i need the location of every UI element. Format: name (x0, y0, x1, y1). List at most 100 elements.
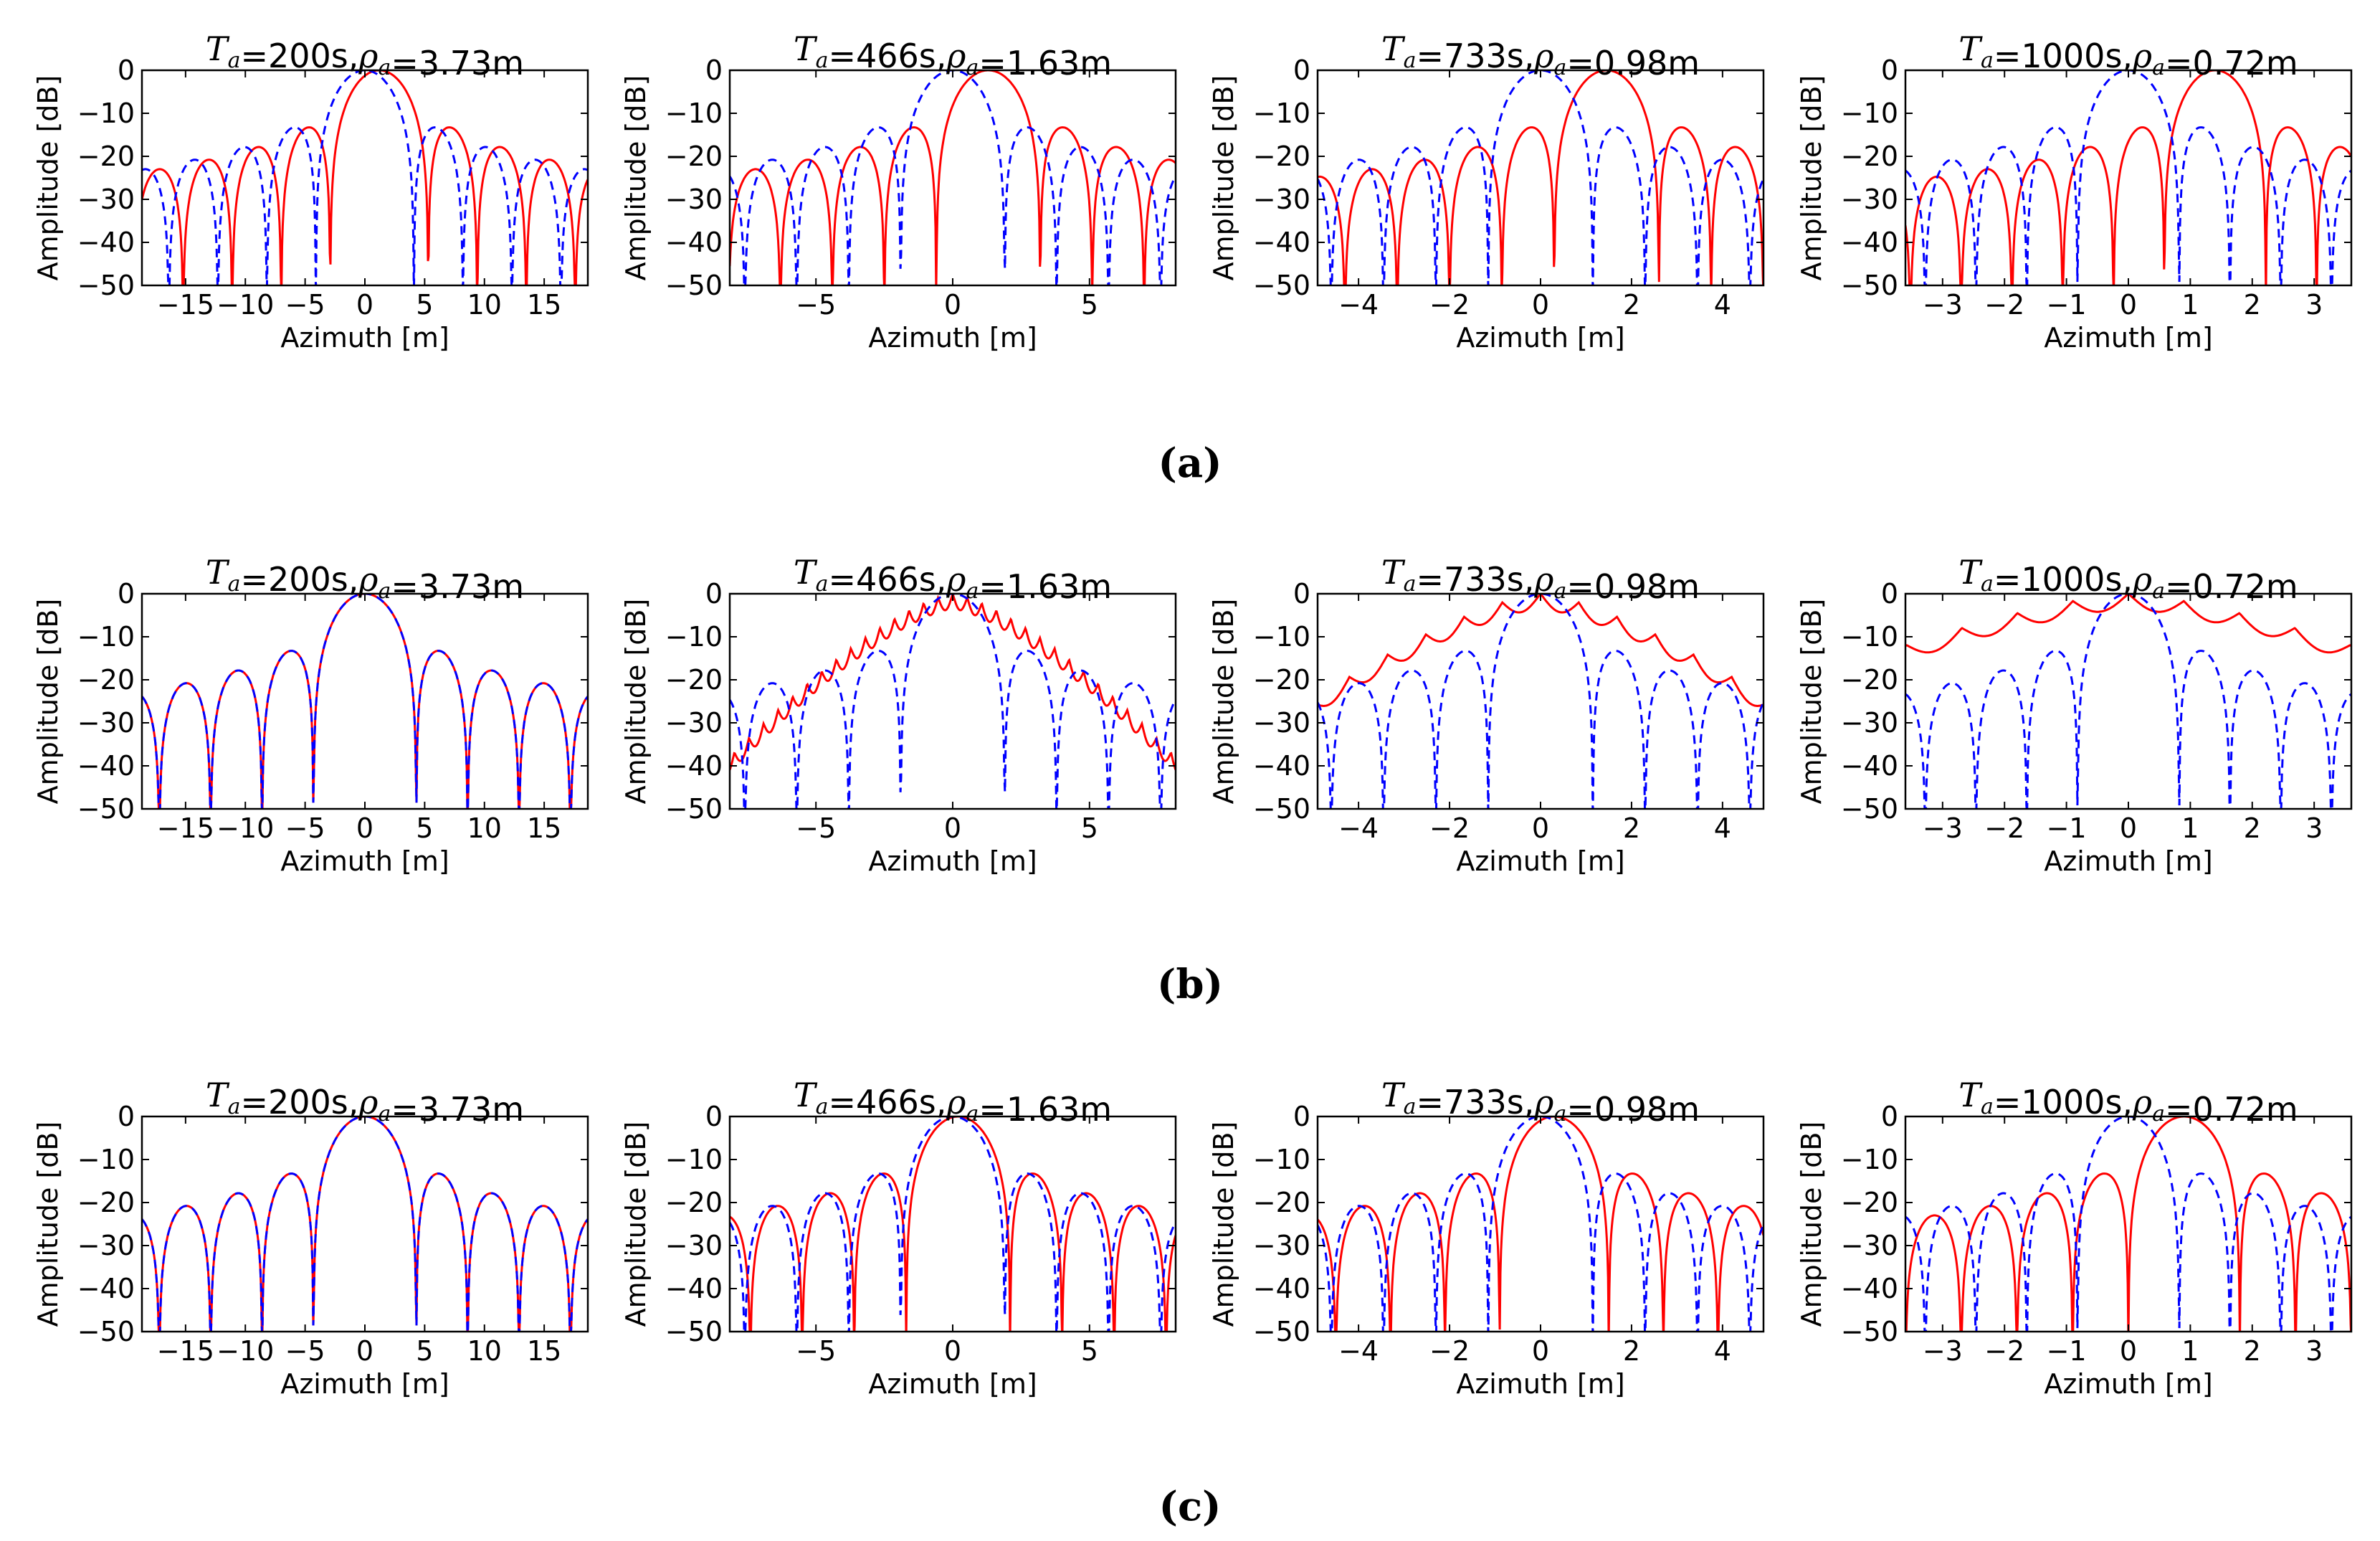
y-tick-label: −30 (1253, 707, 1310, 739)
y-tick-label: −10 (1253, 98, 1310, 129)
plot-frame (1316, 69, 1765, 287)
plot-title: Ta=200s,ρa=3.73m (206, 29, 524, 82)
plot-title: Ta=733s,ρa=0.98m (1381, 553, 1700, 606)
x-tick-label: 1 (2181, 289, 2199, 321)
y-tick-label: −20 (665, 664, 723, 696)
x-tick-label: −3 (1923, 1335, 1963, 1367)
x-tick-label: 2 (2244, 812, 2261, 844)
series-line-red (730, 70, 1176, 285)
y-axis-label: Amplitude [dB] (1208, 1122, 1239, 1327)
x-tick-label: −5 (285, 812, 325, 844)
series-line-blue (1318, 1116, 1763, 1332)
y-axis-label: Amplitude [dB] (1796, 1122, 1827, 1327)
y-tick-label: −40 (665, 227, 723, 258)
y-tick-label: 0 (118, 54, 135, 86)
x-tick-label: 0 (356, 812, 373, 844)
y-tick-label: −10 (1841, 1144, 1898, 1175)
x-tick-label: 0 (1532, 1335, 1549, 1367)
series-line-blue (1318, 594, 1763, 809)
x-tick-label: −3 (1923, 289, 1963, 321)
plot-frame (728, 1115, 1177, 1333)
x-tick-label: 3 (2305, 289, 2323, 321)
y-tick-label: −30 (665, 707, 723, 739)
y-axis-label: Amplitude [dB] (620, 1122, 652, 1327)
x-tick-label: −2 (1984, 1335, 2024, 1367)
x-tick-label: 3 (2305, 1335, 2323, 1367)
y-tick-label: 0 (705, 578, 723, 610)
y-tick-label: 0 (705, 1101, 723, 1132)
y-tick-label: −50 (1253, 1316, 1310, 1347)
x-tick-label: −15 (157, 812, 214, 844)
y-tick-label: −50 (1253, 270, 1310, 301)
x-tick-label: 5 (416, 812, 433, 844)
y-tick-label: −20 (665, 1187, 723, 1218)
series-line-blue (730, 70, 1176, 285)
x-tick-label: 1 (2181, 812, 2199, 844)
y-axis-label: Amplitude [dB] (32, 599, 64, 805)
x-axis-label: Azimuth [m] (280, 322, 449, 354)
y-tick-label: −20 (1841, 141, 1898, 172)
x-tick-label: 5 (416, 289, 433, 321)
x-tick-label: −4 (1338, 812, 1379, 844)
x-tick-label: −1 (2047, 1335, 2087, 1367)
x-tick-label: 15 (527, 812, 561, 844)
plot-title: Ta=1000s,ρa=0.72m (1958, 1076, 2298, 1129)
y-tick-label: −10 (1253, 1144, 1310, 1175)
series-line-blue (1905, 70, 2351, 285)
x-tick-label: 0 (356, 289, 373, 321)
y-tick-label: −10 (665, 98, 723, 129)
plot-title: Ta=200s,ρa=3.73m (206, 553, 524, 606)
y-tick-label: −50 (665, 793, 723, 825)
plot-title: Ta=1000s,ρa=0.72m (1958, 553, 2298, 606)
x-tick-label: 0 (2120, 289, 2137, 321)
y-tick-label: −10 (1841, 98, 1898, 129)
y-tick-label: −20 (77, 141, 135, 172)
y-tick-label: −30 (77, 707, 135, 739)
y-tick-label: −30 (1841, 184, 1898, 215)
y-tick-label: −30 (1841, 1230, 1898, 1261)
y-tick-label: −10 (77, 1144, 135, 1175)
y-tick-label: −50 (1253, 793, 1310, 825)
y-tick-label: −10 (77, 621, 135, 653)
y-tick-label: −20 (1841, 664, 1898, 696)
x-tick-label: 5 (416, 1335, 433, 1367)
x-tick-label: −5 (796, 812, 836, 844)
y-tick-label: 0 (1293, 54, 1310, 86)
y-tick-label: 0 (118, 578, 135, 610)
x-tick-label: −10 (216, 812, 274, 844)
x-tick-label: −2 (1984, 812, 2024, 844)
y-tick-label: 0 (1293, 578, 1310, 610)
y-tick-label: −40 (1253, 227, 1310, 258)
x-tick-label: −10 (216, 1335, 274, 1367)
x-axis-label: Azimuth [m] (280, 1368, 449, 1400)
x-tick-label: 0 (1532, 289, 1549, 321)
x-tick-label: 0 (944, 289, 961, 321)
y-tick-label: −50 (77, 270, 135, 301)
x-tick-label: 5 (1081, 289, 1098, 321)
plot-title: Ta=733s,ρa=0.98m (1381, 29, 1700, 82)
y-tick-label: −20 (1253, 1187, 1310, 1218)
y-tick-label: −10 (1841, 621, 1898, 653)
y-tick-label: −40 (1841, 1273, 1898, 1304)
x-tick-label: 2 (1623, 812, 1640, 844)
x-axis-label: Azimuth [m] (2044, 845, 2212, 877)
row-caption-b: (b) (1157, 961, 1223, 1008)
x-tick-label: −5 (285, 289, 325, 321)
plot-title: Ta=466s,ρa=1.63m (794, 29, 1112, 82)
x-tick-label: −5 (796, 289, 836, 321)
y-axis-label: Amplitude [dB] (1796, 599, 1827, 805)
x-tick-label: −5 (285, 1335, 325, 1367)
series-line-blue (142, 594, 588, 809)
x-tick-label: 15 (527, 1335, 561, 1367)
x-tick-label: 0 (2120, 1335, 2137, 1367)
x-tick-label: 3 (2305, 812, 2323, 844)
plot-title: Ta=466s,ρa=1.63m (794, 1076, 1112, 1129)
x-tick-label: −10 (216, 289, 274, 321)
x-axis-label: Azimuth [m] (280, 845, 449, 877)
series-line-red (1318, 594, 1763, 707)
y-tick-label: −20 (1841, 1187, 1898, 1218)
series-line-blue (1318, 70, 1763, 285)
y-tick-label: −40 (1841, 227, 1898, 258)
